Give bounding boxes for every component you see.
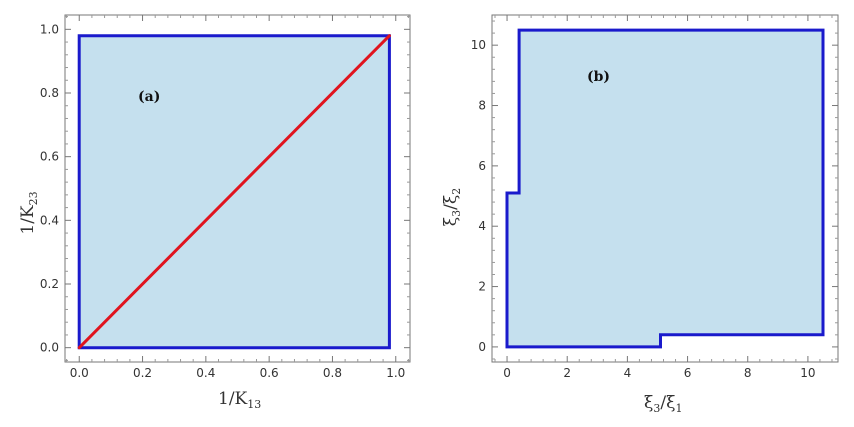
x-tick-label-b: 4: [624, 366, 632, 380]
x-tick-label-b: 10: [800, 366, 815, 380]
y-tick-label-b: 8: [478, 99, 486, 113]
x-tick-label-a: 0.4: [196, 366, 215, 380]
y-tick-label-b: 4: [478, 219, 486, 233]
y-axis-label-a: 1/K23: [18, 191, 40, 234]
plot-area-a: 0.0 0.2 0.4 0.6 0.8 1.0 0.0 0.2 0.4 0.6 0.8 1.0: [40, 14, 411, 380]
x-tick-label-b: 6: [684, 366, 692, 380]
region-polygon-b: [505, 28, 825, 349]
x-tick-label-b: 2: [563, 366, 571, 380]
y-tick-label-a: 0.4: [40, 213, 59, 227]
x-tick-label-a: 0.0: [70, 366, 89, 380]
x-axis-label-a: 1/K13: [218, 389, 261, 411]
x-tick-label-b: 8: [744, 366, 752, 380]
y-tick-label-b: 6: [478, 159, 486, 173]
x-tick-label-a: 0.2: [133, 366, 152, 380]
diagonal-line-a: [77, 34, 391, 350]
plot-area-b: 0 2 4 6 8 10 0 2 4 6 8 10: [471, 14, 839, 380]
x-tick-label-a: 0.8: [323, 366, 342, 380]
x-axis-label-b: ξ3/ξ1: [644, 393, 682, 415]
x-tick-label-a: 0.6: [260, 366, 279, 380]
y-tick-label-a: 0.8: [40, 86, 59, 100]
y-tick-label-a: 0.0: [40, 341, 59, 355]
y-tick-label-b: 2: [478, 280, 486, 294]
y-tick-label-a: 0.2: [40, 277, 59, 291]
panel-label-b: (b): [587, 69, 610, 85]
chart-panel-a: 0.0 0.2 0.4 0.6 0.8 1.0 0.0 0.2 0.4 0.6 0.8 1.0 (a)…: [18, 14, 411, 411]
y-tick-label-b: 0: [478, 340, 486, 354]
plot-frame-b: [491, 14, 839, 363]
x-tick-label-b: 0: [503, 366, 511, 380]
panel-label-a: (a): [138, 89, 160, 105]
plot-frame-a: [64, 14, 411, 363]
y-axis-label-b: ξ3/ξ2: [441, 188, 463, 226]
y-tick-label-b: 10: [471, 38, 486, 52]
chart-panel-b: 0 2 4 6 8 10 0 2 4 6 8 10 (b) ξ3/ξ1 ξ3/ξ2: [441, 14, 839, 415]
x-tick-label-a: 1.0: [386, 366, 405, 380]
y-tick-label-a: 1.0: [40, 22, 59, 36]
y-tick-label-a: 0.6: [40, 150, 59, 164]
